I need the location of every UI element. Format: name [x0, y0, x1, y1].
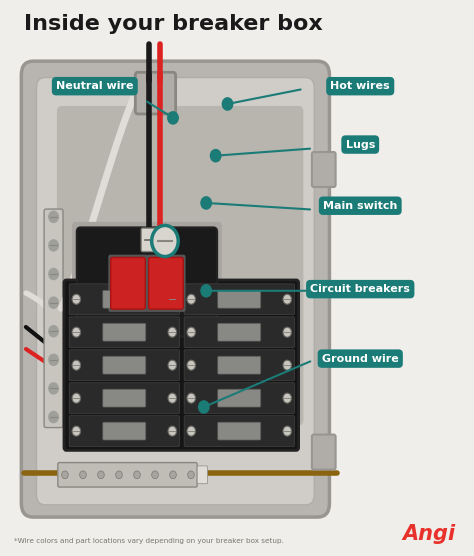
- FancyBboxPatch shape: [57, 106, 303, 425]
- Circle shape: [283, 360, 292, 370]
- FancyBboxPatch shape: [64, 280, 299, 450]
- Circle shape: [188, 471, 194, 479]
- Text: Hot wires: Hot wires: [330, 81, 390, 91]
- Circle shape: [283, 426, 292, 436]
- Circle shape: [201, 285, 211, 297]
- Circle shape: [187, 327, 195, 337]
- FancyBboxPatch shape: [218, 290, 261, 308]
- FancyBboxPatch shape: [72, 222, 222, 345]
- FancyBboxPatch shape: [69, 317, 179, 348]
- FancyBboxPatch shape: [312, 435, 336, 470]
- FancyBboxPatch shape: [103, 422, 146, 440]
- FancyBboxPatch shape: [36, 78, 314, 505]
- Circle shape: [98, 471, 104, 479]
- Circle shape: [168, 360, 176, 370]
- FancyBboxPatch shape: [58, 463, 197, 487]
- Circle shape: [49, 211, 58, 222]
- Text: Lugs: Lugs: [346, 140, 375, 150]
- Circle shape: [187, 426, 195, 436]
- Text: Neutral wire: Neutral wire: [56, 81, 134, 91]
- FancyBboxPatch shape: [184, 416, 294, 446]
- Text: Circuit breakers: Circuit breakers: [310, 284, 410, 294]
- FancyBboxPatch shape: [103, 389, 146, 407]
- FancyBboxPatch shape: [184, 317, 294, 348]
- Circle shape: [49, 326, 58, 337]
- Circle shape: [170, 471, 176, 479]
- Circle shape: [168, 393, 176, 403]
- Circle shape: [152, 225, 178, 256]
- Circle shape: [134, 471, 140, 479]
- Circle shape: [283, 294, 292, 304]
- Circle shape: [168, 426, 176, 436]
- FancyBboxPatch shape: [136, 72, 175, 114]
- FancyBboxPatch shape: [312, 152, 336, 187]
- Circle shape: [116, 471, 122, 479]
- Text: Ground wire: Ground wire: [322, 354, 399, 364]
- FancyBboxPatch shape: [103, 323, 146, 341]
- Circle shape: [72, 393, 81, 403]
- Circle shape: [72, 294, 81, 304]
- Text: *Wire colors and part locations vary depending on your breaker box setup.: *Wire colors and part locations vary dep…: [14, 538, 284, 544]
- Circle shape: [201, 197, 211, 209]
- Circle shape: [80, 471, 86, 479]
- FancyBboxPatch shape: [77, 227, 217, 336]
- Circle shape: [72, 360, 81, 370]
- FancyBboxPatch shape: [111, 257, 146, 309]
- FancyBboxPatch shape: [69, 284, 179, 315]
- FancyBboxPatch shape: [218, 356, 261, 374]
- Circle shape: [222, 98, 233, 110]
- FancyBboxPatch shape: [197, 466, 208, 484]
- FancyBboxPatch shape: [218, 323, 261, 341]
- Circle shape: [168, 112, 178, 124]
- Circle shape: [49, 240, 58, 251]
- FancyBboxPatch shape: [108, 255, 148, 312]
- Circle shape: [283, 327, 292, 337]
- Circle shape: [62, 471, 68, 479]
- Circle shape: [49, 411, 58, 423]
- FancyBboxPatch shape: [184, 284, 294, 315]
- Circle shape: [187, 294, 195, 304]
- Circle shape: [72, 327, 81, 337]
- FancyBboxPatch shape: [184, 383, 294, 414]
- Circle shape: [49, 383, 58, 394]
- FancyBboxPatch shape: [158, 228, 174, 251]
- Circle shape: [283, 393, 292, 403]
- FancyBboxPatch shape: [184, 350, 294, 380]
- FancyBboxPatch shape: [69, 350, 179, 380]
- FancyBboxPatch shape: [69, 416, 179, 446]
- Circle shape: [210, 150, 221, 162]
- Circle shape: [49, 354, 58, 365]
- FancyBboxPatch shape: [218, 422, 261, 440]
- FancyBboxPatch shape: [103, 290, 146, 308]
- Text: Inside your breaker box: Inside your breaker box: [24, 14, 322, 34]
- Circle shape: [187, 360, 195, 370]
- Circle shape: [199, 401, 209, 413]
- Circle shape: [168, 327, 176, 337]
- Circle shape: [187, 393, 195, 403]
- FancyBboxPatch shape: [149, 257, 183, 309]
- FancyBboxPatch shape: [21, 61, 329, 517]
- FancyBboxPatch shape: [141, 228, 157, 251]
- FancyBboxPatch shape: [146, 255, 186, 312]
- FancyBboxPatch shape: [69, 383, 179, 414]
- Circle shape: [49, 297, 58, 308]
- Circle shape: [72, 426, 81, 436]
- Text: Main switch: Main switch: [323, 201, 397, 211]
- FancyBboxPatch shape: [103, 356, 146, 374]
- Circle shape: [168, 294, 176, 304]
- Circle shape: [152, 471, 158, 479]
- FancyBboxPatch shape: [44, 209, 63, 428]
- FancyBboxPatch shape: [218, 389, 261, 407]
- Circle shape: [49, 269, 58, 280]
- Text: Angi: Angi: [402, 524, 455, 544]
